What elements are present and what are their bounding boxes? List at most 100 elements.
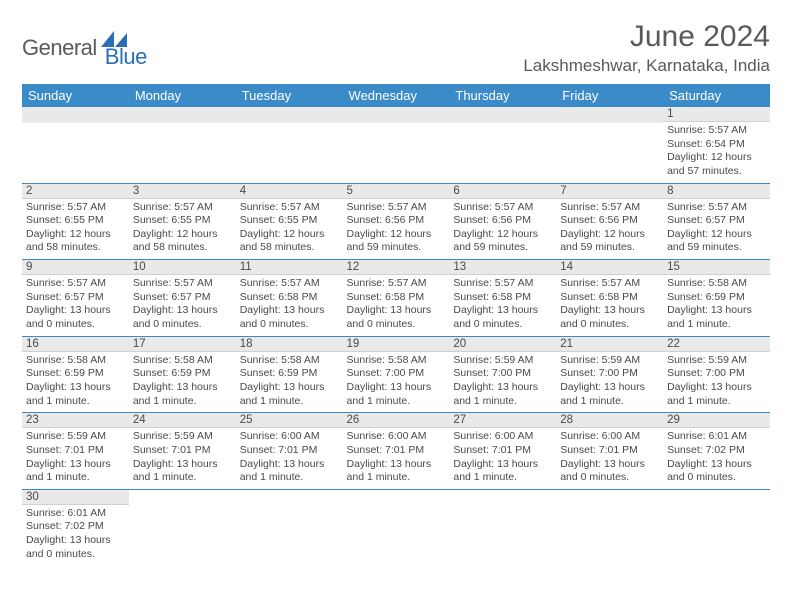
- day-number: 7: [556, 184, 663, 199]
- day-number: 24: [129, 413, 236, 428]
- calendar-day-cell: 18Sunrise: 5:58 AMSunset: 6:59 PMDayligh…: [236, 336, 343, 413]
- day-details: Sunrise: 6:01 AMSunset: 7:02 PMDaylight:…: [22, 505, 129, 566]
- day-number: 14: [556, 260, 663, 275]
- calendar-day-cell: 5Sunrise: 5:57 AMSunset: 6:56 PMDaylight…: [343, 183, 450, 260]
- calendar-day-cell: 24Sunrise: 5:59 AMSunset: 7:01 PMDayligh…: [129, 413, 236, 490]
- day-number: 8: [663, 184, 770, 199]
- calendar-week-row: 30Sunrise: 6:01 AMSunset: 7:02 PMDayligh…: [22, 489, 770, 565]
- weekday-header: Thursday: [449, 84, 556, 107]
- day-details: Sunrise: 6:01 AMSunset: 7:02 PMDaylight:…: [663, 428, 770, 489]
- day-details: Sunrise: 5:59 AMSunset: 7:00 PMDaylight:…: [556, 352, 663, 413]
- calendar-week-row: 2Sunrise: 5:57 AMSunset: 6:55 PMDaylight…: [22, 183, 770, 260]
- calendar-day-cell: 16Sunrise: 5:58 AMSunset: 6:59 PMDayligh…: [22, 336, 129, 413]
- calendar-day-cell: [449, 489, 556, 565]
- calendar-day-cell: 13Sunrise: 5:57 AMSunset: 6:58 PMDayligh…: [449, 260, 556, 337]
- calendar-week-row: 16Sunrise: 5:58 AMSunset: 6:59 PMDayligh…: [22, 336, 770, 413]
- day-number: 19: [343, 337, 450, 352]
- day-number: 30: [22, 490, 129, 505]
- day-details: Sunrise: 5:58 AMSunset: 6:59 PMDaylight:…: [236, 352, 343, 413]
- day-details: Sunrise: 5:57 AMSunset: 6:54 PMDaylight:…: [663, 122, 770, 183]
- calendar-day-cell: 30Sunrise: 6:01 AMSunset: 7:02 PMDayligh…: [22, 489, 129, 565]
- calendar-day-cell: 10Sunrise: 5:57 AMSunset: 6:57 PMDayligh…: [129, 260, 236, 337]
- calendar-day-cell: 17Sunrise: 5:58 AMSunset: 6:59 PMDayligh…: [129, 336, 236, 413]
- day-number: 29: [663, 413, 770, 428]
- calendar-day-cell: [663, 489, 770, 565]
- calendar-day-cell: [236, 489, 343, 565]
- day-details: Sunrise: 5:58 AMSunset: 6:59 PMDaylight:…: [22, 352, 129, 413]
- day-details: Sunrise: 5:57 AMSunset: 6:57 PMDaylight:…: [22, 275, 129, 336]
- day-details: Sunrise: 5:57 AMSunset: 6:56 PMDaylight:…: [343, 199, 450, 260]
- calendar-day-cell: 23Sunrise: 5:59 AMSunset: 7:01 PMDayligh…: [22, 413, 129, 490]
- day-number: 15: [663, 260, 770, 275]
- calendar-day-cell: 27Sunrise: 6:00 AMSunset: 7:01 PMDayligh…: [449, 413, 556, 490]
- empty-daynum: [343, 107, 450, 123]
- empty-daynum: [236, 107, 343, 123]
- calendar-day-cell: 8Sunrise: 5:57 AMSunset: 6:57 PMDaylight…: [663, 183, 770, 260]
- calendar-day-cell: 20Sunrise: 5:59 AMSunset: 7:00 PMDayligh…: [449, 336, 556, 413]
- empty-daynum: [556, 107, 663, 123]
- calendar-day-cell: 26Sunrise: 6:00 AMSunset: 7:01 PMDayligh…: [343, 413, 450, 490]
- day-number: 28: [556, 413, 663, 428]
- calendar-day-cell: 2Sunrise: 5:57 AMSunset: 6:55 PMDaylight…: [22, 183, 129, 260]
- empty-daynum: [449, 107, 556, 123]
- day-details: Sunrise: 5:57 AMSunset: 6:58 PMDaylight:…: [556, 275, 663, 336]
- calendar-day-cell: [236, 107, 343, 183]
- calendar-day-cell: 29Sunrise: 6:01 AMSunset: 7:02 PMDayligh…: [663, 413, 770, 490]
- weekday-header: Wednesday: [343, 84, 450, 107]
- calendar-day-cell: 19Sunrise: 5:58 AMSunset: 7:00 PMDayligh…: [343, 336, 450, 413]
- weekday-header: Sunday: [22, 84, 129, 107]
- calendar-day-cell: [129, 107, 236, 183]
- brand-logo: General Blue: [22, 26, 147, 70]
- day-number: 25: [236, 413, 343, 428]
- empty-daynum: [22, 107, 129, 123]
- calendar-day-cell: [129, 489, 236, 565]
- day-number: 11: [236, 260, 343, 275]
- calendar-body: 1Sunrise: 5:57 AMSunset: 6:54 PMDaylight…: [22, 107, 770, 565]
- day-details: Sunrise: 5:57 AMSunset: 6:55 PMDaylight:…: [22, 199, 129, 260]
- day-number: 21: [556, 337, 663, 352]
- calendar-day-cell: 4Sunrise: 5:57 AMSunset: 6:55 PMDaylight…: [236, 183, 343, 260]
- day-details: Sunrise: 5:59 AMSunset: 7:00 PMDaylight:…: [663, 352, 770, 413]
- day-number: 10: [129, 260, 236, 275]
- brand-text-blue: Blue: [105, 44, 147, 70]
- weekday-header: Friday: [556, 84, 663, 107]
- day-number: 6: [449, 184, 556, 199]
- calendar-day-cell: 11Sunrise: 5:57 AMSunset: 6:58 PMDayligh…: [236, 260, 343, 337]
- day-number: 1: [663, 107, 770, 122]
- calendar-day-cell: [22, 107, 129, 183]
- day-details: Sunrise: 5:58 AMSunset: 7:00 PMDaylight:…: [343, 352, 450, 413]
- day-number: 22: [663, 337, 770, 352]
- day-details: Sunrise: 6:00 AMSunset: 7:01 PMDaylight:…: [556, 428, 663, 489]
- day-number: 20: [449, 337, 556, 352]
- day-details: Sunrise: 5:59 AMSunset: 7:00 PMDaylight:…: [449, 352, 556, 413]
- day-details: Sunrise: 5:57 AMSunset: 6:56 PMDaylight:…: [449, 199, 556, 260]
- calendar-day-cell: [556, 489, 663, 565]
- day-details: Sunrise: 5:57 AMSunset: 6:57 PMDaylight:…: [129, 275, 236, 336]
- day-number: 17: [129, 337, 236, 352]
- day-number: 4: [236, 184, 343, 199]
- day-number: 23: [22, 413, 129, 428]
- day-number: 9: [22, 260, 129, 275]
- location-text: Lakshmeshwar, Karnataka, India: [523, 56, 770, 76]
- day-details: Sunrise: 6:00 AMSunset: 7:01 PMDaylight:…: [343, 428, 450, 489]
- day-details: Sunrise: 6:00 AMSunset: 7:01 PMDaylight:…: [449, 428, 556, 489]
- calendar-table: SundayMondayTuesdayWednesdayThursdayFrid…: [22, 84, 770, 565]
- calendar-week-row: 23Sunrise: 5:59 AMSunset: 7:01 PMDayligh…: [22, 413, 770, 490]
- day-details: Sunrise: 5:59 AMSunset: 7:01 PMDaylight:…: [129, 428, 236, 489]
- weekday-header: Monday: [129, 84, 236, 107]
- weekday-header: Tuesday: [236, 84, 343, 107]
- day-number: 27: [449, 413, 556, 428]
- calendar-week-row: 9Sunrise: 5:57 AMSunset: 6:57 PMDaylight…: [22, 260, 770, 337]
- calendar-day-cell: 3Sunrise: 5:57 AMSunset: 6:55 PMDaylight…: [129, 183, 236, 260]
- calendar-day-cell: [343, 489, 450, 565]
- title-block: June 2024 Lakshmeshwar, Karnataka, India: [523, 20, 770, 76]
- calendar-day-cell: 12Sunrise: 5:57 AMSunset: 6:58 PMDayligh…: [343, 260, 450, 337]
- day-number: 5: [343, 184, 450, 199]
- day-details: Sunrise: 5:57 AMSunset: 6:55 PMDaylight:…: [129, 199, 236, 260]
- day-number: 13: [449, 260, 556, 275]
- day-details: Sunrise: 5:57 AMSunset: 6:56 PMDaylight:…: [556, 199, 663, 260]
- day-number: 16: [22, 337, 129, 352]
- calendar-day-cell: 1Sunrise: 5:57 AMSunset: 6:54 PMDaylight…: [663, 107, 770, 183]
- calendar-day-cell: 15Sunrise: 5:58 AMSunset: 6:59 PMDayligh…: [663, 260, 770, 337]
- empty-daynum: [129, 107, 236, 123]
